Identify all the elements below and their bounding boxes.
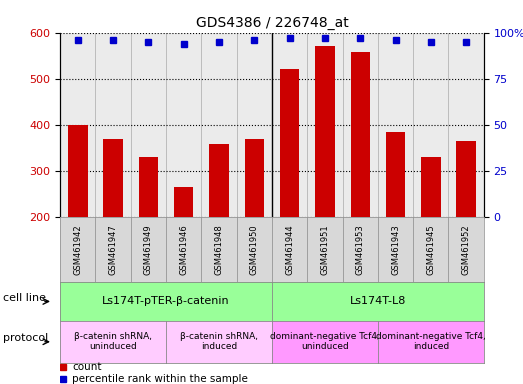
- Text: GSM461946: GSM461946: [179, 224, 188, 275]
- Text: GSM461950: GSM461950: [250, 224, 259, 275]
- Bar: [343, 33, 378, 217]
- Bar: [245, 139, 264, 217]
- Text: GSM461948: GSM461948: [214, 224, 223, 275]
- Text: percentile rank within the sample: percentile rank within the sample: [72, 374, 248, 384]
- Bar: [139, 157, 158, 217]
- Bar: [386, 132, 405, 217]
- Text: GSM461942: GSM461942: [73, 224, 82, 275]
- Bar: [307, 33, 343, 217]
- Title: GDS4386 / 226748_at: GDS4386 / 226748_at: [196, 16, 348, 30]
- Text: GSM461943: GSM461943: [391, 224, 400, 275]
- Bar: [68, 125, 87, 217]
- Text: GSM461949: GSM461949: [144, 224, 153, 275]
- Text: GSM461953: GSM461953: [356, 224, 365, 275]
- Bar: [236, 33, 272, 217]
- Bar: [60, 33, 95, 217]
- Text: dominant-negative Tcf4,
induced: dominant-negative Tcf4, induced: [376, 332, 486, 351]
- Bar: [95, 33, 131, 217]
- Text: β-catenin shRNA,
uninduced: β-catenin shRNA, uninduced: [74, 332, 152, 351]
- Text: cell line: cell line: [3, 293, 46, 303]
- Text: count: count: [72, 362, 101, 372]
- Bar: [315, 46, 335, 217]
- Bar: [166, 33, 201, 217]
- Bar: [413, 33, 449, 217]
- Bar: [209, 144, 229, 217]
- Bar: [457, 141, 476, 217]
- Text: Ls174T-L8: Ls174T-L8: [350, 296, 406, 306]
- Text: dominant-negative Tcf4,
uninduced: dominant-negative Tcf4, uninduced: [270, 332, 380, 351]
- Bar: [272, 33, 308, 217]
- Bar: [449, 33, 484, 217]
- Text: Ls174T-pTER-β-catenin: Ls174T-pTER-β-catenin: [102, 296, 230, 306]
- Bar: [350, 53, 370, 217]
- Text: protocol: protocol: [3, 333, 48, 343]
- Bar: [174, 187, 194, 217]
- Bar: [201, 33, 236, 217]
- Text: GSM461947: GSM461947: [109, 224, 118, 275]
- Bar: [421, 157, 440, 217]
- Text: GSM461952: GSM461952: [462, 224, 471, 275]
- Text: β-catenin shRNA,
induced: β-catenin shRNA, induced: [180, 332, 258, 351]
- Bar: [280, 69, 299, 217]
- Text: GSM461944: GSM461944: [285, 224, 294, 275]
- Text: GSM461945: GSM461945: [426, 224, 435, 275]
- Bar: [131, 33, 166, 217]
- Text: GSM461951: GSM461951: [321, 224, 329, 275]
- Bar: [104, 139, 123, 217]
- Bar: [378, 33, 413, 217]
